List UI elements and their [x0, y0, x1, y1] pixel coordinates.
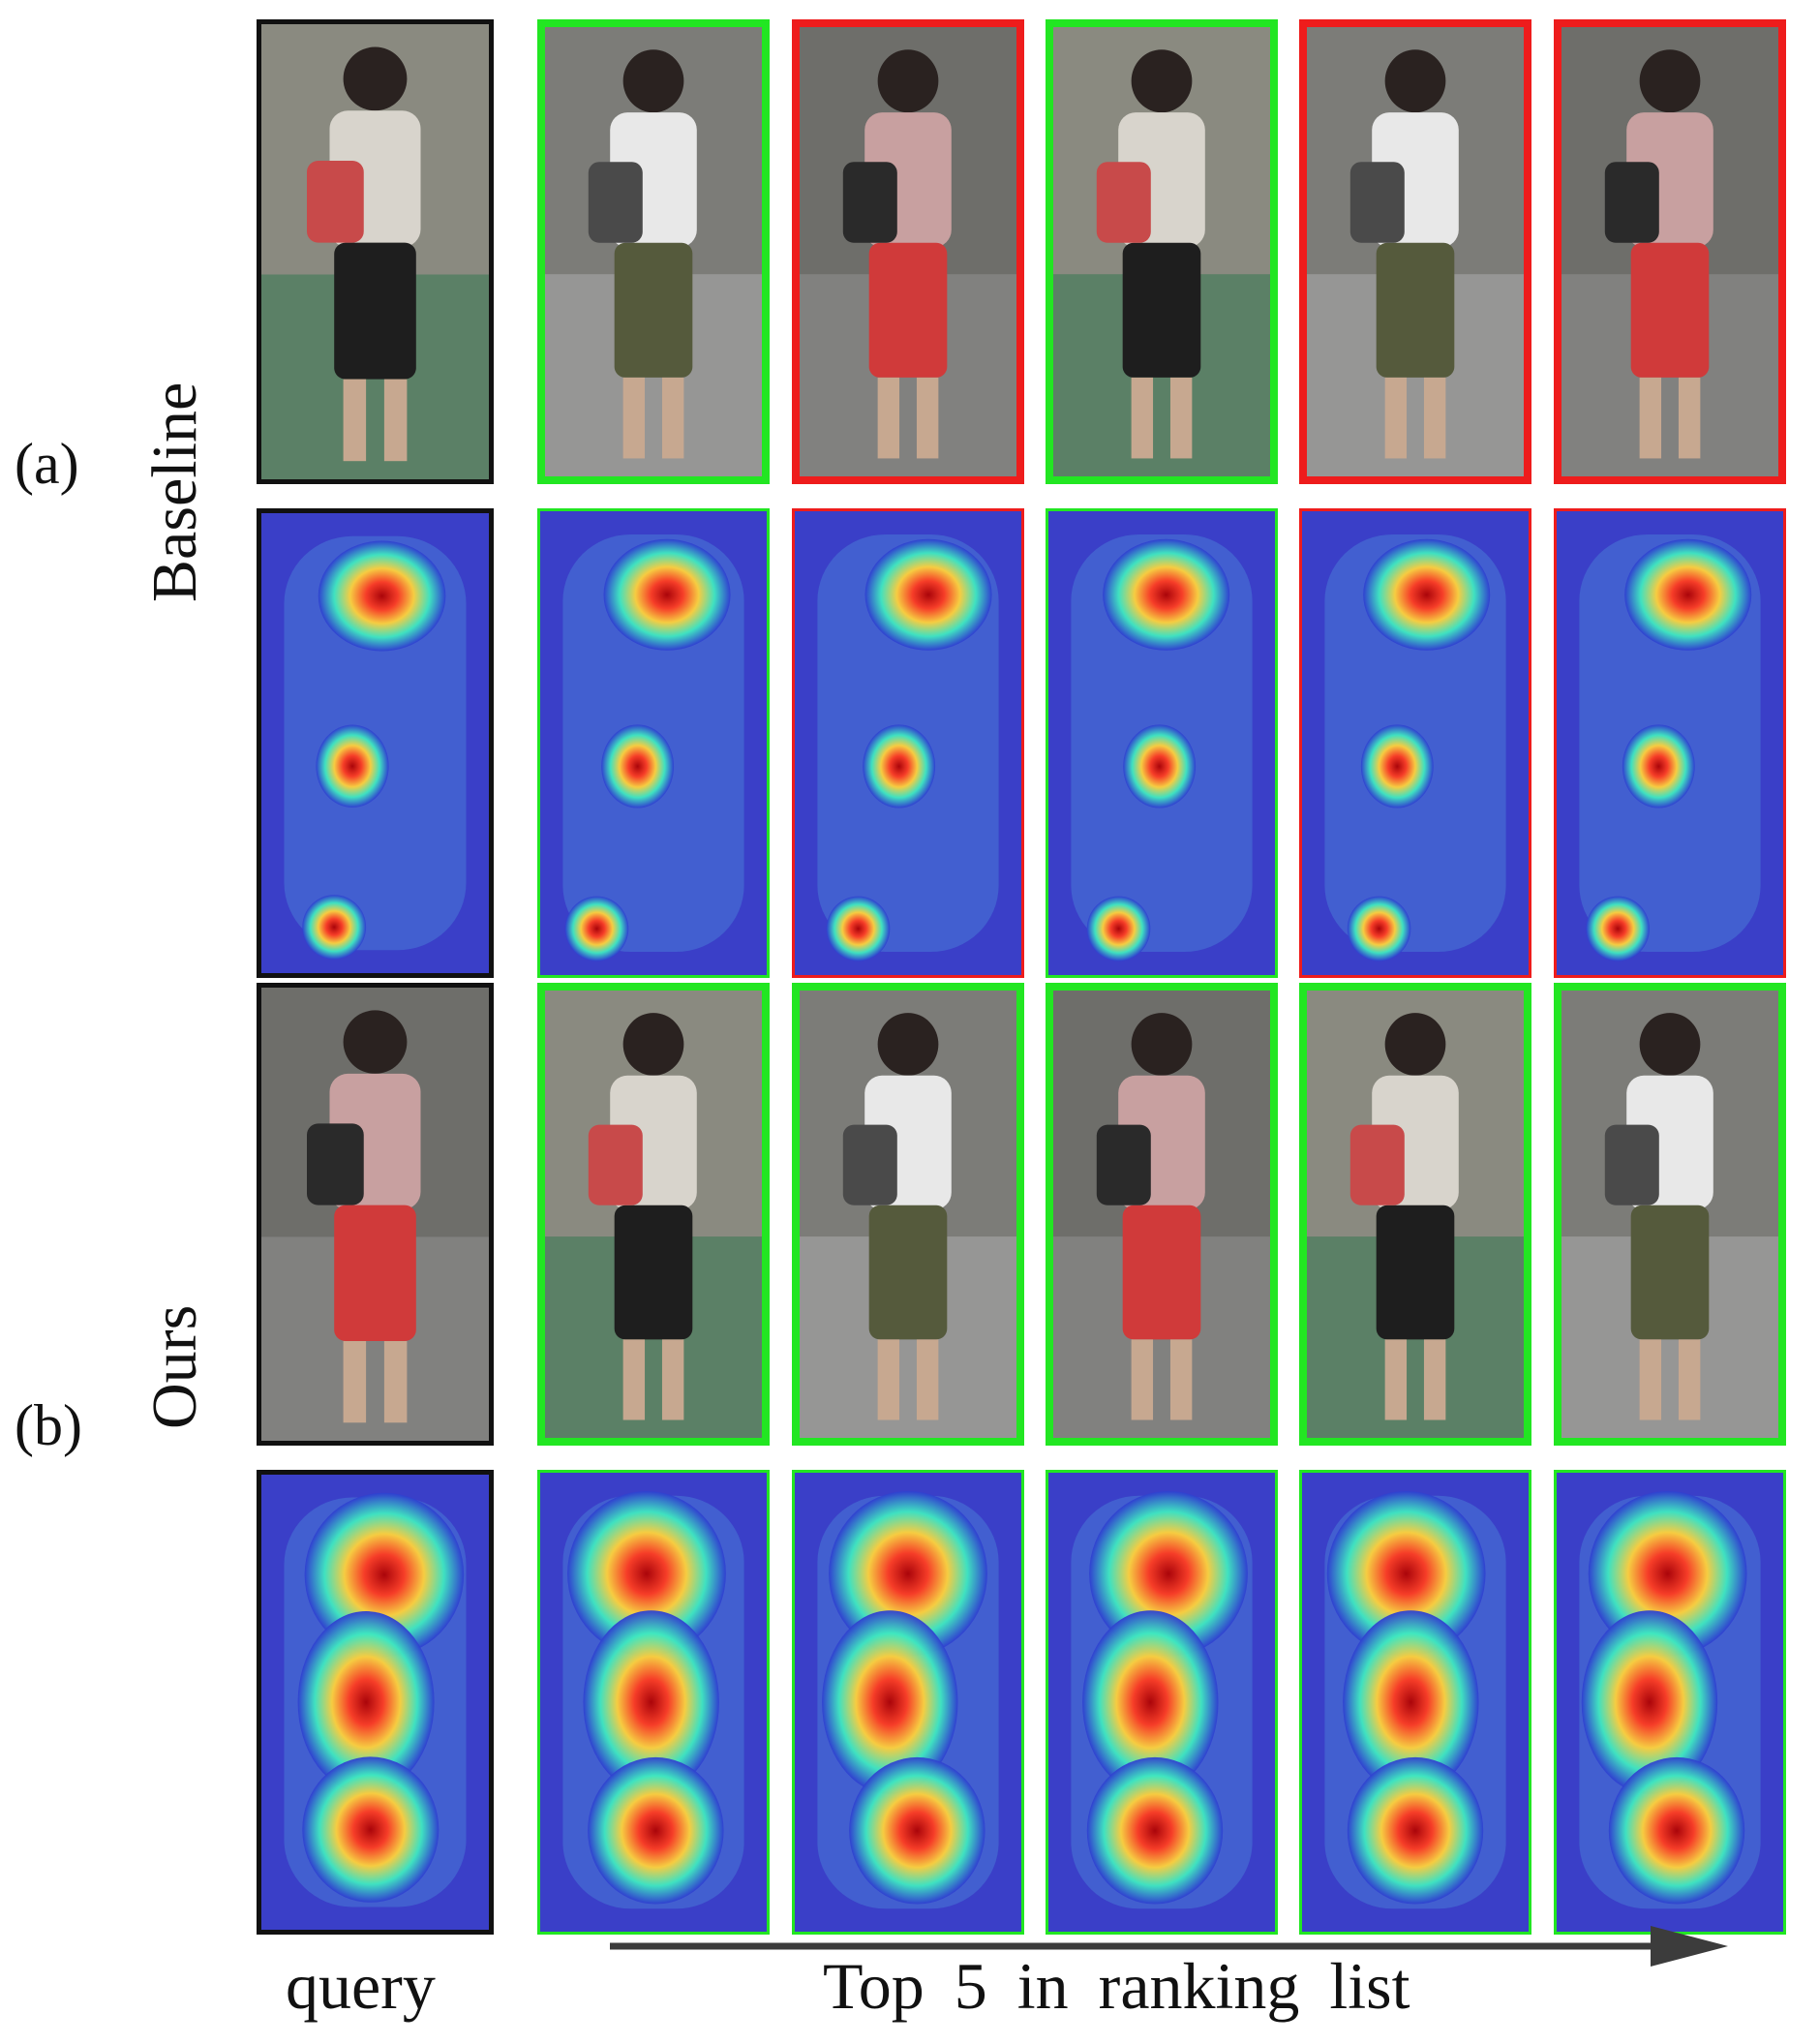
attention-heatmap	[540, 1473, 767, 1932]
baseline-heatmaps-rank-3	[1046, 508, 1278, 978]
panel-a-label: (a)	[15, 432, 79, 496]
baseline-photos-rank-3	[1046, 19, 1278, 484]
query-caption: query	[286, 1949, 436, 2023]
ours-photos-rank-5	[1554, 983, 1786, 1446]
attention-heatmap	[1557, 1473, 1783, 1932]
ours-heatmaps-rank-4	[1299, 1470, 1531, 1935]
ours-row-label: Ours	[139, 1304, 210, 1429]
baseline-photos-rank-1	[537, 19, 770, 484]
ours-heatmaps-rank-2	[792, 1470, 1024, 1935]
ours-photos-rank-2	[792, 983, 1024, 1446]
panel-b-label: (b)	[15, 1393, 82, 1457]
person-image	[1561, 27, 1778, 476]
attention-heatmap	[1048, 1473, 1275, 1932]
attention-heatmap	[261, 513, 489, 973]
attention-heatmap	[795, 511, 1021, 975]
person-image	[800, 27, 1016, 476]
baseline-heatmaps-rank-1	[537, 508, 770, 978]
person-image	[1561, 991, 1778, 1438]
ranking-arrow	[610, 1926, 1728, 1967]
baseline-photos-rank-4	[1299, 19, 1531, 484]
baseline-heatmaps-rank-2	[792, 508, 1024, 978]
attention-heatmap	[795, 1473, 1021, 1932]
ours-photos-rank-4	[1299, 983, 1531, 1446]
person-image	[1053, 991, 1270, 1438]
person-image	[1053, 27, 1270, 476]
ours-heatmaps-rank-5	[1554, 1470, 1786, 1935]
ours-heatmaps-rank-3	[1046, 1470, 1278, 1935]
baseline-photos-query	[257, 19, 494, 484]
ours-heatmaps-query	[257, 1470, 494, 1935]
person-image	[545, 991, 762, 1438]
attention-heatmap	[1302, 511, 1529, 975]
attention-heatmap	[1557, 511, 1783, 975]
baseline-heatmaps-query	[257, 508, 494, 978]
person-image	[800, 991, 1016, 1438]
baseline-heatmaps-rank-5	[1554, 508, 1786, 978]
attention-heatmap	[1048, 511, 1275, 975]
baseline-row-label: Baseline	[139, 381, 210, 602]
person-image	[261, 988, 489, 1441]
baseline-heatmaps-rank-4	[1299, 508, 1531, 978]
ranking-caption: Top 5 in ranking list	[823, 1949, 1410, 2023]
ours-heatmaps-rank-1	[537, 1470, 770, 1935]
person-image	[1307, 991, 1524, 1438]
ours-photos-rank-1	[537, 983, 770, 1446]
attention-heatmap	[261, 1475, 489, 1930]
baseline-photos-rank-5	[1554, 19, 1786, 484]
person-image	[261, 24, 489, 479]
attention-heatmap	[1302, 1473, 1529, 1932]
ranking-arrow-head	[1651, 1926, 1728, 1967]
ours-photos-rank-3	[1046, 983, 1278, 1446]
person-image	[1307, 27, 1524, 476]
attention-heatmap	[540, 511, 767, 975]
baseline-photos-rank-2	[792, 19, 1024, 484]
person-image	[545, 27, 762, 476]
ours-photos-query	[257, 983, 494, 1446]
